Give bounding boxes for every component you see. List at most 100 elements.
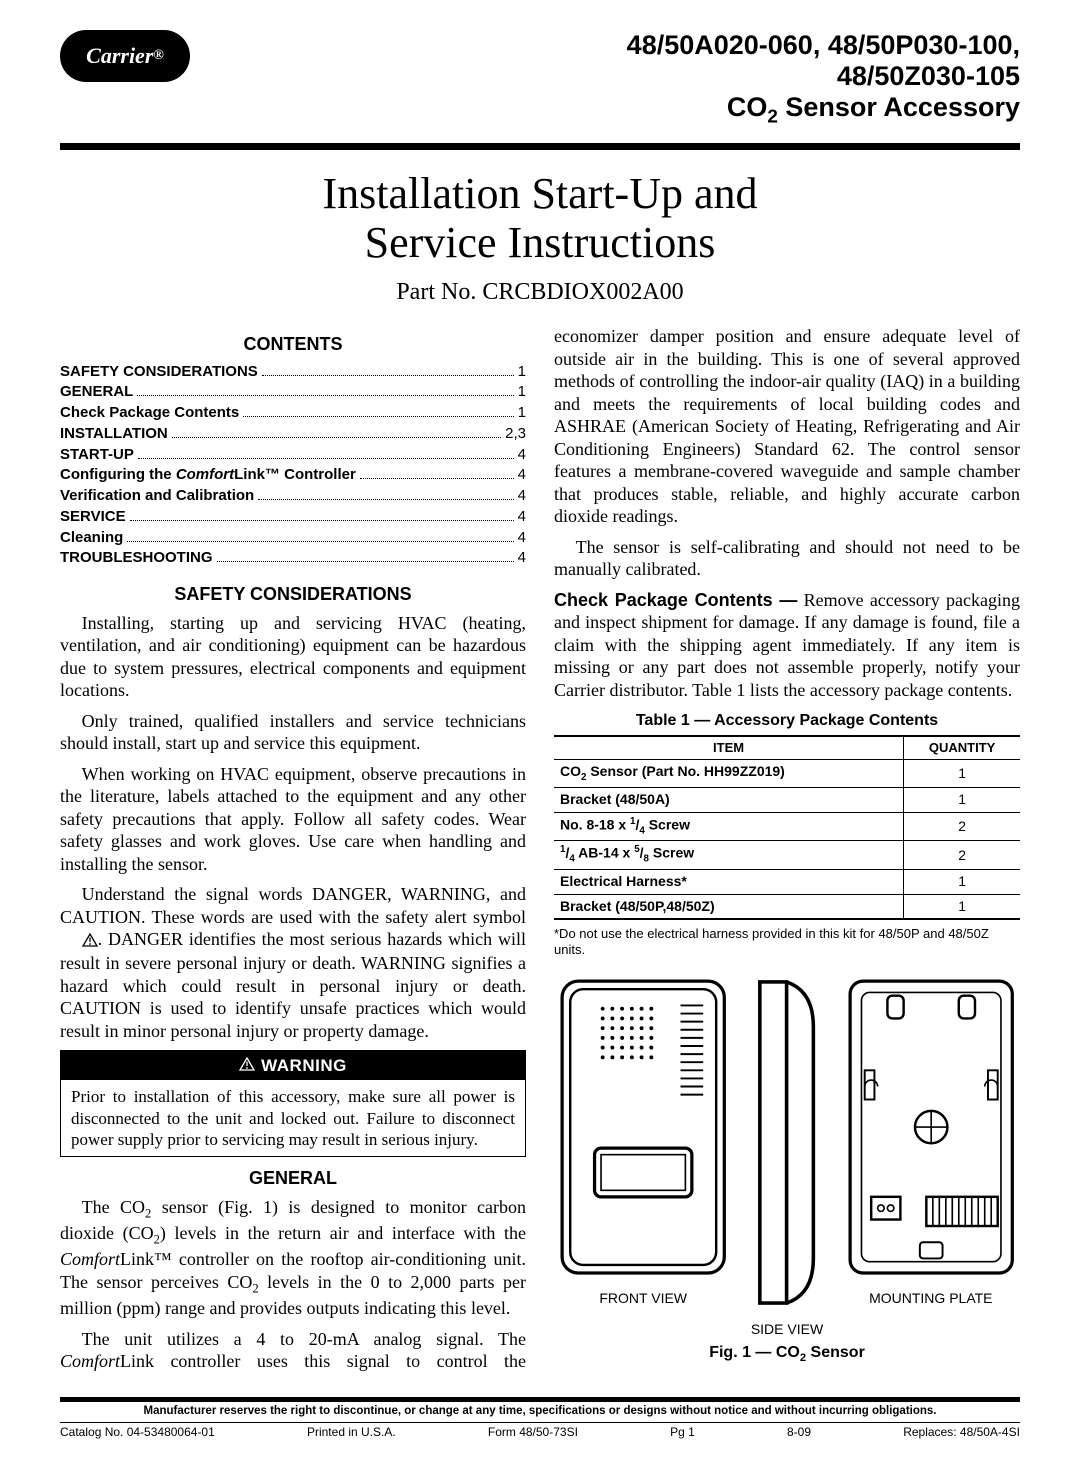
- table-cell-qty: 1: [904, 894, 1020, 919]
- toc-row: Configuring the ComfortLink™ Controller 4: [60, 465, 526, 486]
- table-row: Bracket (48/50A)1: [554, 788, 1020, 813]
- table-cell-item: 1/4 AB-14 x 5/8 Screw: [554, 841, 904, 870]
- warning-triangle-icon: [239, 1055, 255, 1076]
- table-cell-item: Electrical Harness*: [554, 870, 904, 895]
- toc-page: 1: [518, 404, 526, 423]
- figure1-front: FRONT VIEW: [554, 973, 732, 1339]
- table-cell-item: Bracket (48/50A): [554, 788, 904, 813]
- toc-label: Cleaning: [60, 529, 123, 548]
- footer-catalog: Catalog No. 04-53480064-01: [60, 1425, 215, 1440]
- toc-label: SAFETY CONSIDERATIONS: [60, 363, 258, 382]
- toc-page: 2,3: [505, 425, 526, 444]
- toc-page: 4: [518, 508, 526, 527]
- toc-page: 4: [518, 466, 526, 485]
- figure1-wrap: FRONT VIEW SIDE VIEW: [554, 973, 1020, 1365]
- table-cell-item: Bracket (48/50P,48/50Z): [554, 894, 904, 919]
- footer-meta-row: Catalog No. 04-53480064-01 Printed in U.…: [60, 1423, 1020, 1440]
- table-row: 1/4 AB-14 x 5/8 Screw2: [554, 841, 1020, 870]
- footer-page: Pg 1: [670, 1425, 695, 1440]
- model-line-1: 48/50A020-060, 48/50P030-100,: [200, 30, 1020, 61]
- table-cell-qty: 1: [904, 788, 1020, 813]
- toc-page: 1: [518, 363, 526, 382]
- part-number: Part No. CRCBDIOX002A00: [60, 277, 1020, 307]
- figure1-row: FRONT VIEW SIDE VIEW: [554, 973, 1020, 1339]
- alert-symbol-icon: [60, 930, 98, 953]
- document-header: Carrier® 48/50A020-060, 48/50P030-100, 4…: [60, 30, 1020, 128]
- table1-head-qty: QUANTITY: [904, 736, 1020, 760]
- safety-heading: SAFETY CONSIDERATIONS: [60, 583, 526, 606]
- check-contents-para: Check Package Contents — Remove accessor…: [554, 589, 1020, 702]
- toc-row: Check Package Contents1: [60, 403, 526, 424]
- toc-row: Cleaning 4: [60, 528, 526, 549]
- footer-form: Form 48/50-73SI: [488, 1425, 578, 1440]
- mounting-plate-icon: [842, 973, 1020, 1281]
- carrier-logo: Carrier®: [60, 30, 190, 82]
- toc-label: GENERAL: [60, 383, 133, 402]
- toc-row: SAFETY CONSIDERATIONS 1: [60, 362, 526, 383]
- toc-dots: [217, 561, 514, 562]
- table-row: No. 8-18 x 1/4 Screw2: [554, 812, 1020, 841]
- table1-head-item: ITEM: [554, 736, 904, 760]
- check-contents-lead: Check Package Contents —: [554, 590, 797, 610]
- table1-note: *Do not use the electrical harness provi…: [554, 926, 1020, 959]
- general-p3: The sensor is self-calibrating and shoul…: [554, 536, 1020, 581]
- table-cell-qty: 1: [904, 870, 1020, 895]
- toc-row: Verification and Calibration4: [60, 486, 526, 507]
- toc-row: GENERAL 1: [60, 382, 526, 403]
- header-titles: 48/50A020-060, 48/50P030-100, 48/50Z030-…: [200, 30, 1020, 128]
- toc-dots: [360, 478, 514, 479]
- toc-page: 4: [518, 529, 526, 548]
- sensor-front-icon: [554, 973, 732, 1281]
- figure1-plate-label: MOUNTING PLATE: [842, 1290, 1020, 1308]
- table-cell-qty: 1: [904, 760, 1020, 788]
- body-columns: CONTENTS SAFETY CONSIDERATIONS1GENERAL1C…: [60, 325, 1020, 1373]
- footer-date: 8-09: [787, 1425, 811, 1440]
- warning-header: WARNING: [61, 1051, 525, 1080]
- toc-page: 1: [518, 383, 526, 402]
- general-heading: GENERAL: [60, 1167, 526, 1190]
- toc-page: 4: [518, 549, 526, 568]
- model-line-2: 48/50Z030-105: [200, 61, 1020, 92]
- toc-dots: [127, 541, 513, 542]
- toc-row: INSTALLATION 2,3: [60, 424, 526, 445]
- toc-label: START-UP: [60, 446, 134, 465]
- table-row: Bracket (48/50P,48/50Z)1: [554, 894, 1020, 919]
- table-row: CO2 Sensor (Part No. HH99ZZ019)1: [554, 760, 1020, 788]
- figure1-caption: Fig. 1 — CO2 Sensor: [554, 1343, 1020, 1365]
- toc-row: START-UP 4: [60, 445, 526, 466]
- table-cell-item: CO2 Sensor (Part No. HH99ZZ019): [554, 760, 904, 788]
- toc-dots: [262, 375, 514, 376]
- toc-label: Verification and Calibration: [60, 487, 254, 506]
- sensor-side-icon: [742, 973, 831, 1312]
- table-cell-qty: 2: [904, 841, 1020, 870]
- safety-p1: Installing, starting up and servicing HV…: [60, 612, 526, 702]
- safety-p4: Understand the signal words DANGER, WARN…: [60, 883, 526, 1042]
- table-cell-qty: 2: [904, 812, 1020, 841]
- toc-dots: [138, 458, 514, 459]
- footer-replaces: Replaces: 48/50A-4SI: [903, 1425, 1020, 1440]
- toc-page: 4: [518, 446, 526, 465]
- main-title: Installation Start-Up and Service Instru…: [60, 170, 1020, 267]
- figure1-side-label: SIDE VIEW: [742, 1321, 831, 1339]
- header-rule: [60, 143, 1020, 150]
- footer-disclaimer: Manufacturer reserves the right to disco…: [60, 1402, 1020, 1420]
- figure1-side: SIDE VIEW: [742, 973, 831, 1339]
- warning-body: Prior to installation of this accessory,…: [61, 1080, 525, 1156]
- toc-dots: [172, 437, 501, 438]
- table-of-contents: SAFETY CONSIDERATIONS1GENERAL1Check Pack…: [60, 362, 526, 570]
- logo-wrap: Carrier®: [60, 30, 200, 82]
- header-subtitle: CO2 Sensor Accessory: [200, 92, 1020, 128]
- table-cell-item: No. 8-18 x 1/4 Screw: [554, 812, 904, 841]
- warning-box: WARNING Prior to installation of this ac…: [60, 1050, 526, 1157]
- safety-p2: Only trained, qualified installers and s…: [60, 710, 526, 755]
- toc-dots: [137, 395, 513, 396]
- toc-dots: [243, 416, 513, 417]
- toc-row: TROUBLESHOOTING4: [60, 548, 526, 569]
- toc-row: SERVICE4: [60, 507, 526, 528]
- toc-label: INSTALLATION: [60, 425, 168, 444]
- toc-dots: [258, 499, 513, 500]
- logo-text: Carrier: [86, 42, 153, 70]
- contents-heading: CONTENTS: [60, 333, 526, 356]
- figure1-mounting-plate: MOUNTING PLATE: [842, 973, 1020, 1339]
- toc-label: Configuring the ComfortLink™ Controller: [60, 466, 356, 485]
